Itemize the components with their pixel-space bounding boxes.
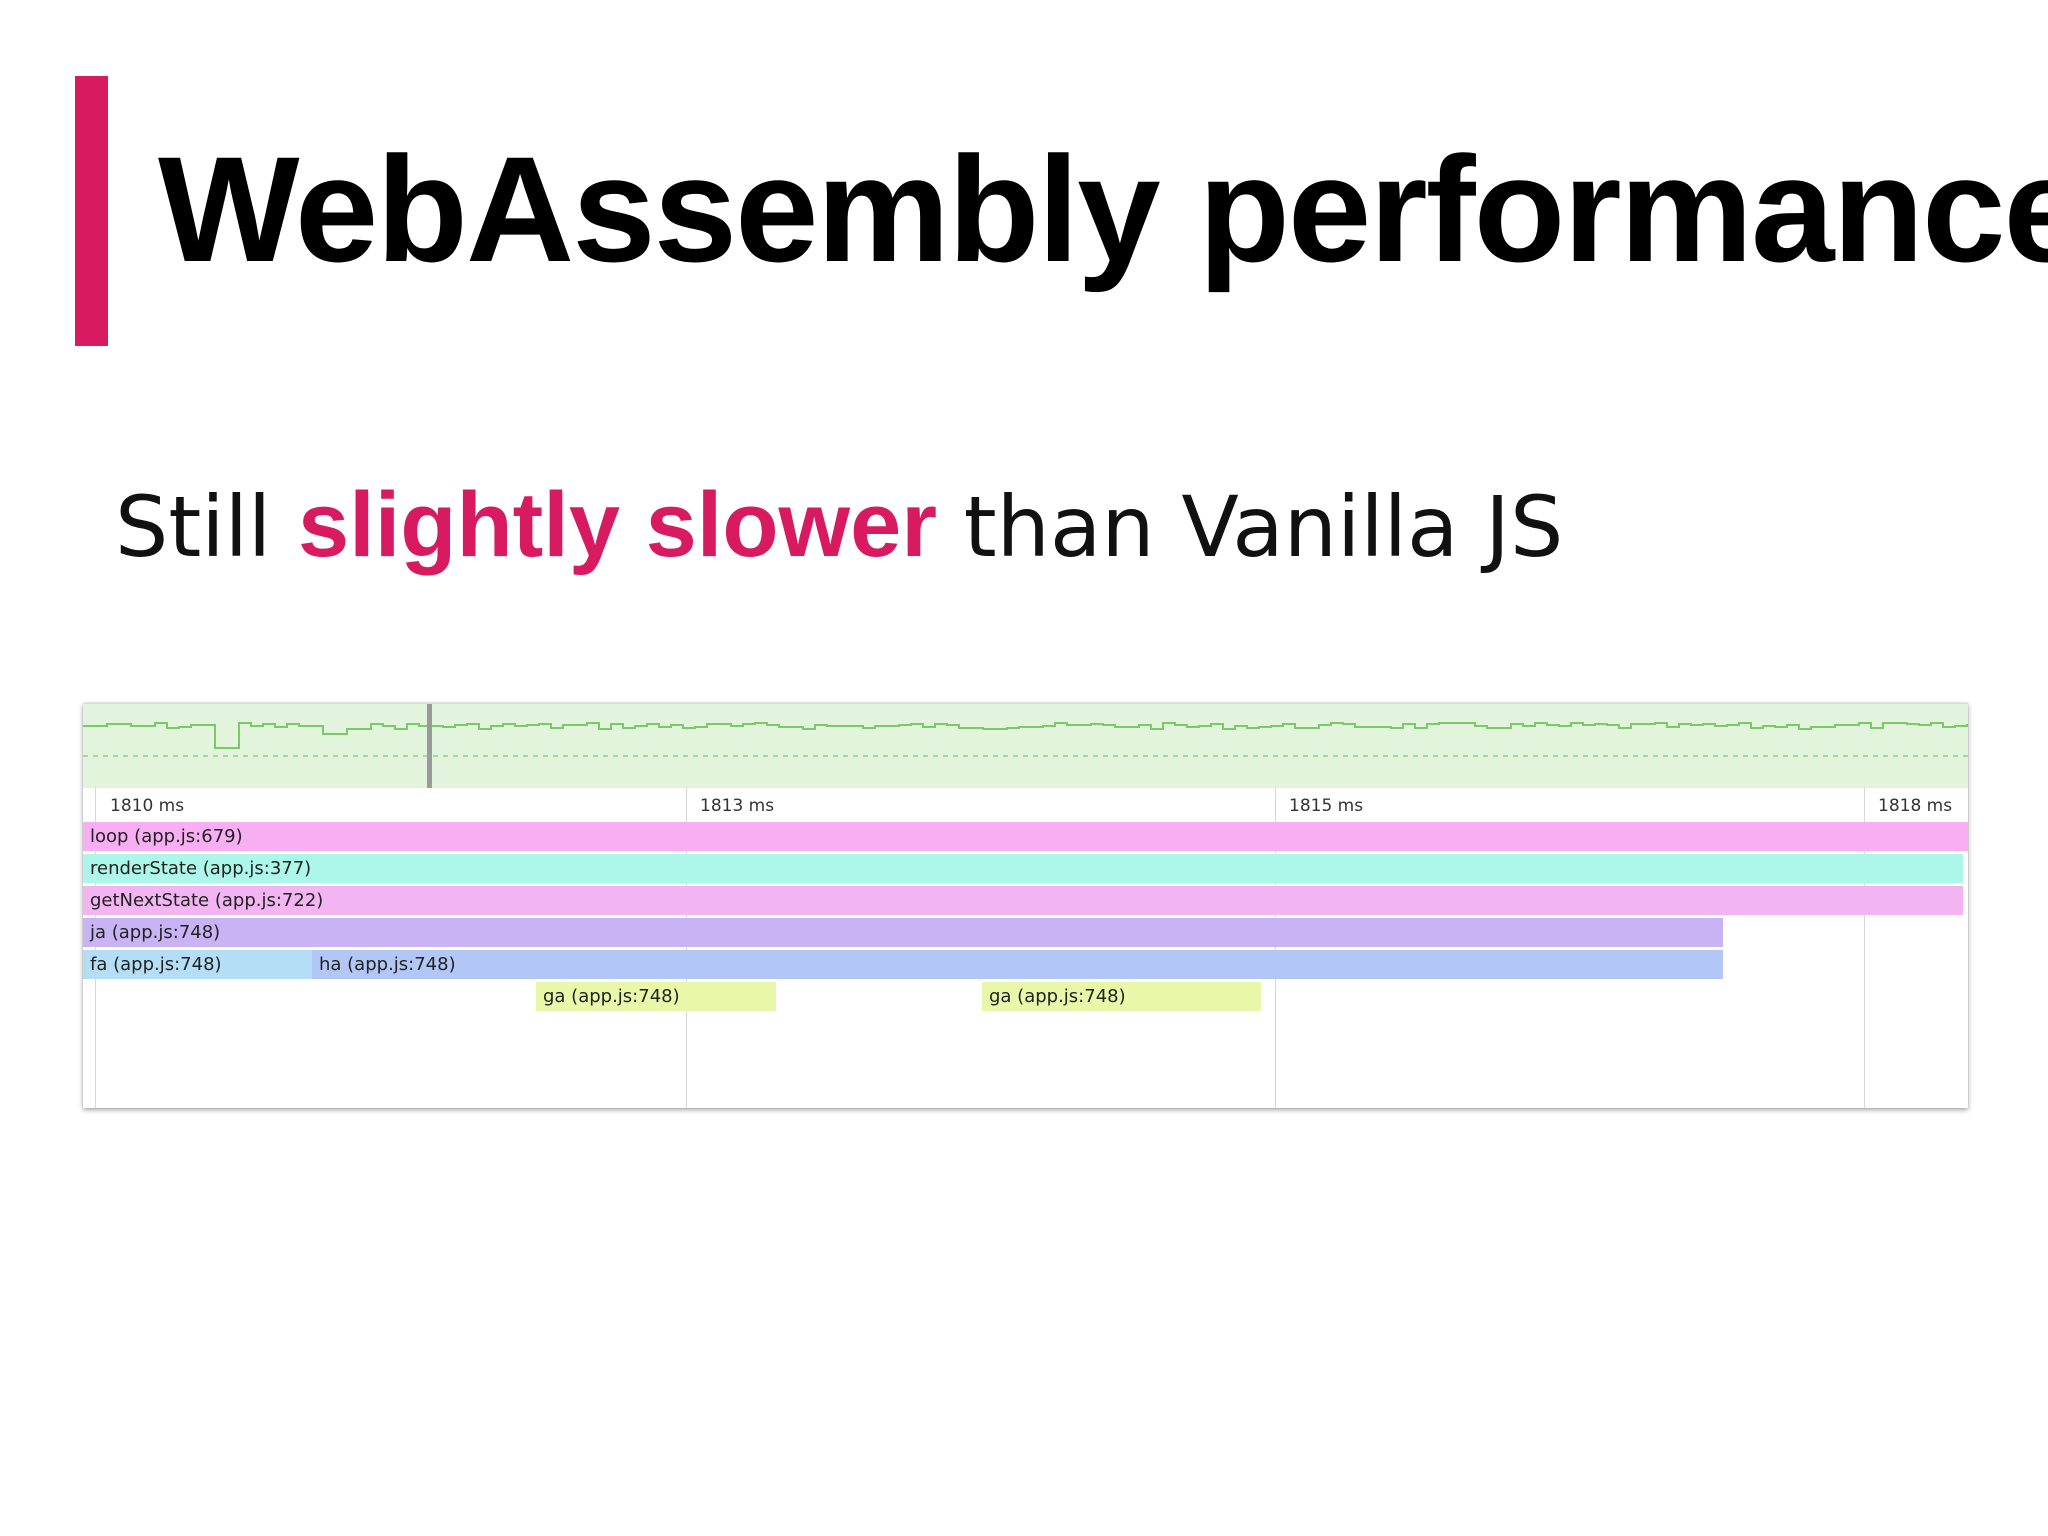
- subtitle-end: than Vanilla JS: [937, 478, 1564, 576]
- fps-overview-track: [83, 703, 1968, 788]
- title-accent-bar: [75, 76, 108, 346]
- fps-line-graph: [83, 704, 1968, 788]
- playhead-marker: [427, 704, 432, 788]
- subtitle-start: Still: [115, 478, 298, 576]
- flame-bar-fa[interactable]: fa (app.js:748): [83, 950, 313, 979]
- flame-bar-ga[interactable]: ga (app.js:748): [536, 982, 776, 1011]
- flame-bar-ha[interactable]: ha (app.js:748): [312, 950, 1723, 979]
- flame-bar-renderstate[interactable]: renderState (app.js:377): [83, 854, 1963, 883]
- time-tick-label: 1818 ms: [1878, 796, 1953, 816]
- time-tick-label: 1810 ms: [110, 796, 185, 816]
- slide-subtitle: Still slightly slower than Vanilla JS: [115, 470, 1563, 582]
- time-tick-label: 1813 ms: [700, 796, 775, 816]
- subtitle-emphasis: slightly slower: [297, 474, 938, 576]
- flame-bar-ja[interactable]: ja (app.js:748): [83, 918, 1723, 947]
- time-tick-label: 1815 ms: [1289, 796, 1364, 816]
- flame-bar-loop[interactable]: loop (app.js:679): [83, 822, 1968, 851]
- grid-line: [1864, 787, 1865, 1108]
- flame-bar-getnextstate[interactable]: getNextState (app.js:722): [83, 886, 1963, 915]
- performance-timeline-screenshot: 1810 ms 1813 ms 1815 ms 1818 ms loop (ap…: [83, 703, 1968, 1108]
- grid-line: [1275, 787, 1276, 1108]
- grid-line: [686, 787, 687, 1108]
- slide-title: WebAssembly performance: [158, 125, 2048, 293]
- grid-line: [95, 787, 96, 1108]
- flame-bar-ga[interactable]: ga (app.js:748): [982, 982, 1261, 1011]
